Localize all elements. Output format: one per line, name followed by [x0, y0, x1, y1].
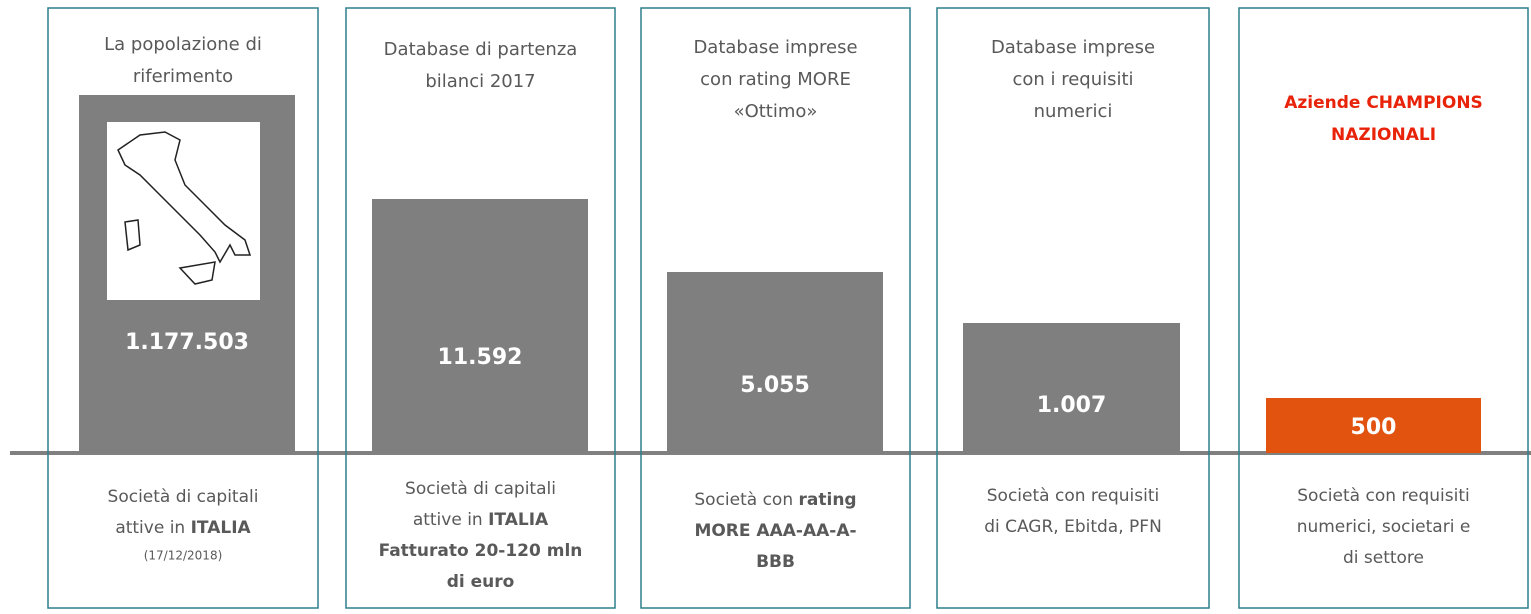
footer-run: ITALIA	[488, 510, 549, 530]
panel-footer: MORE AAA-AA-A-	[694, 521, 856, 541]
panel-footer: Società con requisiti	[1297, 486, 1469, 506]
panel-footer: attive in ITALIA	[413, 510, 549, 530]
footer-run: attive in	[413, 510, 488, 530]
panel-footer: di settore	[1343, 548, 1424, 568]
footer-run: Società con	[694, 490, 798, 510]
panel-header: Database imprese	[693, 37, 857, 58]
panel-frame	[936, 7, 1210, 609]
panel-frame	[1238, 7, 1529, 609]
bar-value: 1.007	[1037, 393, 1107, 418]
panel-header: NAZIONALI	[1331, 125, 1436, 145]
footer-run: MORE AAA-AA-A-	[694, 521, 856, 541]
footer-run: BBB	[756, 552, 795, 572]
bar	[372, 199, 588, 453]
bar-value: 1.177.503	[125, 330, 249, 355]
panel-header: Database imprese	[991, 37, 1155, 58]
panel-footer: BBB	[756, 552, 795, 572]
panel-footer: Società di capitali	[108, 487, 259, 507]
panel-footer: Fatturato 20-120 mln	[379, 541, 583, 561]
panel-header: Aziende CHAMPIONS	[1284, 93, 1483, 113]
footer-run: di settore	[1343, 548, 1424, 568]
panel-frame	[345, 7, 616, 609]
footer-run: numerici, societari e	[1297, 517, 1471, 537]
panel-header: con i requisiti	[1012, 69, 1133, 90]
panel-footer: Società con rating	[694, 490, 856, 510]
panel-header: con rating MORE	[700, 69, 851, 90]
italy-map	[117, 131, 252, 285]
panel-footer: attive in ITALIA	[115, 518, 251, 538]
panel-header: riferimento	[133, 66, 233, 87]
footer-run: ITALIA	[191, 518, 252, 538]
panel-footer: di euro	[447, 572, 515, 592]
bar-value: 11.592	[438, 345, 523, 370]
panel-header: La popolazione di	[104, 34, 262, 55]
footer-run: Società di capitali	[108, 487, 259, 507]
footer-run: attive in	[115, 518, 190, 538]
panel-header: bilanci 2017	[425, 71, 535, 92]
panel-footer: Società con requisiti	[987, 486, 1159, 506]
panel-footer: di CAGR, Ebitda, PFN	[984, 517, 1162, 537]
panel-frame	[640, 7, 911, 609]
bar-value: 5.055	[740, 373, 810, 398]
footer-run: Società con requisiti	[1297, 486, 1469, 506]
panel-footer: Società di capitali	[405, 479, 556, 499]
panel-note: (17/12/2018)	[144, 549, 223, 563]
panel-header: «Ottimo»	[734, 101, 818, 122]
panel-footer: numerici, societari e	[1297, 517, 1471, 537]
footer-run: di CAGR, Ebitda, PFN	[984, 517, 1162, 537]
footer-run: rating	[799, 490, 857, 510]
panel-frame	[47, 7, 319, 609]
footer-run: Fatturato 20-120 mln	[379, 541, 583, 561]
footer-run: Società di capitali	[405, 479, 556, 499]
bar-value: 500	[1351, 415, 1397, 440]
bar	[667, 272, 883, 453]
panel-header: numerici	[1034, 101, 1113, 122]
bar	[1266, 398, 1481, 453]
footer-run: Società con requisiti	[987, 486, 1159, 506]
footer-run: di euro	[447, 572, 515, 592]
panel-header: Database di partenza	[384, 39, 578, 60]
bar	[963, 323, 1180, 453]
